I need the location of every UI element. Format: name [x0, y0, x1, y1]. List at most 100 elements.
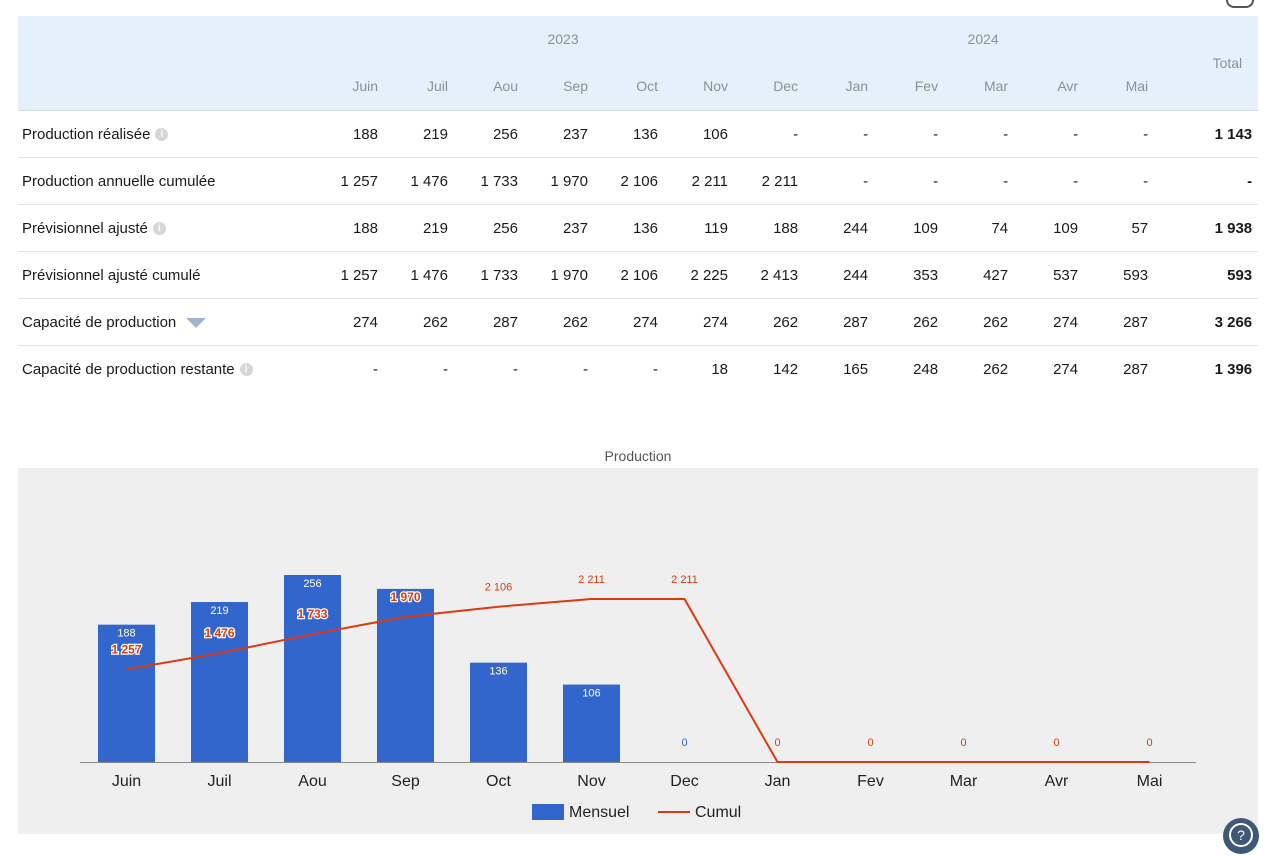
- header-spacer: [18, 16, 318, 62]
- table-cell: -: [878, 157, 949, 205]
- table-cell: -: [1018, 110, 1089, 158]
- table-cell: 109: [1018, 204, 1089, 252]
- table-cell: 262: [948, 345, 1019, 392]
- table-cell: 262: [388, 298, 458, 346]
- table-row: Production réalisée i 188 219 256 237 136 106- -…: [18, 110, 1259, 158]
- table-cell: 2 413: [738, 251, 809, 299]
- row-label-text: Production annuelle cumulée: [22, 172, 216, 190]
- month-header: Juil: [426, 78, 448, 94]
- row-label: Capacité de production restante i: [18, 345, 318, 392]
- chart-title: Production: [604, 448, 672, 464]
- bar-data-label: 219: [210, 605, 228, 617]
- table-cell: 287: [1088, 345, 1159, 392]
- row-label-text: Capacité de production: [22, 313, 177, 331]
- cloud-download-icon[interactable]: [1226, 0, 1254, 8]
- month-header: Dec: [773, 78, 799, 94]
- bar-data-label: 136: [489, 666, 507, 678]
- table-cell: -: [598, 345, 668, 392]
- row-label-text: Production réalisée: [22, 125, 151, 143]
- table-cell: 18: [668, 345, 738, 392]
- line-data-label: 1 970: [390, 590, 420, 604]
- line-data-label: 0: [867, 737, 873, 749]
- caret-down-icon[interactable]: [186, 317, 207, 328]
- table-cell: 1 970: [528, 251, 598, 299]
- info-icon[interactable]: i: [155, 128, 169, 142]
- table-cell: 2 106: [598, 157, 668, 205]
- line-data-label: 1 476: [204, 626, 234, 640]
- table-cell: 1 733: [458, 251, 528, 299]
- row-label: Prévisionnel ajusté i: [18, 204, 318, 252]
- month-header: Sep: [563, 78, 588, 94]
- table-cell: -: [808, 110, 879, 158]
- line-data-label: 0: [774, 737, 780, 749]
- bar-mensuel: [470, 662, 527, 762]
- table-cell: 1 257: [318, 251, 388, 299]
- table-cell: 142: [738, 345, 809, 392]
- table-cell: 119: [668, 204, 738, 252]
- table-cell: 287: [808, 298, 879, 346]
- x-tick-label: Avr: [1045, 773, 1069, 790]
- year-2023: 2023: [547, 31, 579, 47]
- table-cell: 244: [808, 204, 879, 252]
- table-cell: -: [948, 110, 1019, 158]
- table-cell: -: [318, 345, 388, 392]
- x-tick-label: Aou: [298, 773, 326, 790]
- month-header: Fev: [914, 78, 939, 94]
- table-cell: 287: [458, 298, 528, 346]
- info-icon[interactable]: i: [239, 363, 253, 377]
- x-tick-label: Juil: [207, 773, 231, 790]
- month-header: Avr: [1057, 78, 1079, 94]
- line-data-label: 1 733: [297, 607, 327, 621]
- table-cell: 57: [1088, 204, 1159, 252]
- table-cell: 237: [528, 204, 598, 252]
- total-header: Total: [1212, 55, 1243, 71]
- table-cell: 274: [598, 298, 668, 346]
- table-cell: -: [878, 110, 949, 158]
- bar-mensuel: [98, 624, 155, 762]
- table-cell: -: [528, 345, 598, 392]
- table-cell: 1 476: [388, 251, 458, 299]
- row-label-text: Capacité de production restante: [22, 360, 235, 378]
- table-row: Production annuelle cumulée 1 257 1 476 1 7…: [18, 157, 1259, 205]
- month-header: Juin: [352, 78, 378, 94]
- help-icon[interactable]: ?: [1223, 818, 1259, 854]
- row-label: Prévisionnel ajusté cumulé: [18, 251, 318, 299]
- month-header: Mai: [1125, 78, 1149, 94]
- table-cell: -: [948, 157, 1019, 205]
- row-total: 3 266: [1158, 298, 1259, 346]
- month-header: Nov: [703, 78, 728, 94]
- month-header: Jan: [845, 78, 869, 94]
- x-tick-label: Sep: [391, 773, 420, 790]
- line-data-label: 2 211: [578, 574, 605, 586]
- table-cell: 106: [668, 110, 738, 158]
- table-cell: 287: [1088, 298, 1159, 346]
- table-cell: 262: [738, 298, 809, 346]
- table-cell: 262: [528, 298, 598, 346]
- table-cell: 274: [318, 298, 388, 346]
- table-cell: 593: [1088, 251, 1159, 299]
- row-total: 1 143: [1158, 110, 1259, 158]
- table-cell: -: [1088, 157, 1159, 205]
- table-cell: 1 476: [388, 157, 458, 205]
- header-spacer: [18, 62, 318, 111]
- bar-mensuel: [284, 575, 341, 762]
- table-cell: 237: [528, 110, 598, 158]
- row-total: 1 938: [1158, 204, 1259, 252]
- row-total: -: [1158, 157, 1259, 205]
- table-cell: 109: [878, 204, 949, 252]
- month-header: Oct: [636, 78, 658, 94]
- table-cell: 274: [668, 298, 738, 346]
- table-cell: 256: [458, 204, 528, 252]
- bar-mensuel: [563, 684, 620, 762]
- legend-label-cumul: Cumul: [695, 804, 741, 821]
- table-cell: 165: [808, 345, 879, 392]
- table-cell: -: [388, 345, 458, 392]
- x-tick-label: Juin: [112, 773, 141, 790]
- table-cell: 2 225: [668, 251, 738, 299]
- x-tick-label: Mar: [950, 773, 978, 790]
- table-cell: 537: [1018, 251, 1089, 299]
- chart-panel: 188 219 256 136 106 0 1 257 1 476 1 733 1 970 2 10…: [18, 468, 1258, 834]
- table-cell: 2 211: [668, 157, 738, 205]
- x-tick-label: Mai: [1137, 773, 1163, 790]
- info-icon[interactable]: i: [152, 222, 166, 236]
